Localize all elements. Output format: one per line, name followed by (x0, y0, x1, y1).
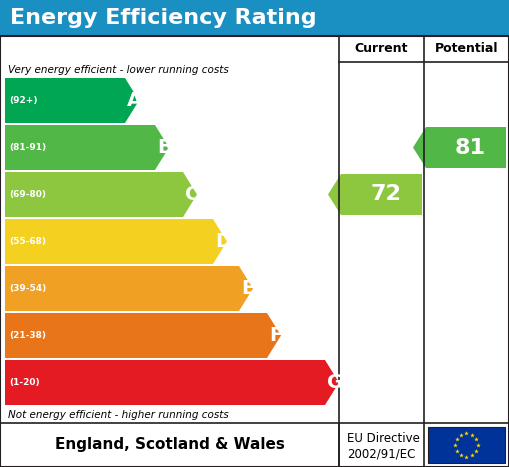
Polygon shape (5, 360, 339, 405)
Text: A: A (127, 91, 142, 110)
Polygon shape (5, 313, 281, 358)
Text: EU Directive: EU Directive (347, 432, 420, 445)
Text: C: C (185, 185, 200, 204)
Polygon shape (5, 219, 227, 264)
Text: (21-38): (21-38) (9, 331, 46, 340)
Text: (55-68): (55-68) (9, 237, 46, 246)
Text: (39-54): (39-54) (9, 284, 46, 293)
Text: B: B (157, 138, 172, 157)
Text: Current: Current (355, 42, 408, 56)
Text: England, Scotland & Wales: England, Scotland & Wales (54, 438, 285, 453)
Text: (69-80): (69-80) (9, 190, 46, 199)
Bar (0, 0, 509, 36)
Polygon shape (5, 172, 197, 217)
Text: 81: 81 (455, 137, 486, 157)
Text: Energy Efficiency Rating: Energy Efficiency Rating (10, 8, 317, 28)
Text: E: E (241, 279, 254, 298)
Text: D: D (215, 232, 231, 251)
Bar (428, 427, 505, 463)
Polygon shape (5, 78, 139, 123)
Polygon shape (413, 127, 506, 168)
Polygon shape (5, 266, 253, 311)
Text: (92+): (92+) (9, 96, 38, 105)
Polygon shape (5, 125, 169, 170)
Text: 2002/91/EC: 2002/91/EC (347, 447, 415, 460)
Text: F: F (269, 326, 282, 345)
Text: G: G (327, 373, 343, 392)
Text: Very energy efficient - lower running costs: Very energy efficient - lower running co… (8, 65, 229, 75)
Text: (81-91): (81-91) (9, 143, 46, 152)
Text: 72: 72 (370, 184, 401, 205)
Text: (1-20): (1-20) (9, 378, 40, 387)
Polygon shape (328, 174, 422, 215)
Text: Not energy efficient - higher running costs: Not energy efficient - higher running co… (8, 410, 229, 420)
Text: Potential: Potential (435, 42, 498, 56)
